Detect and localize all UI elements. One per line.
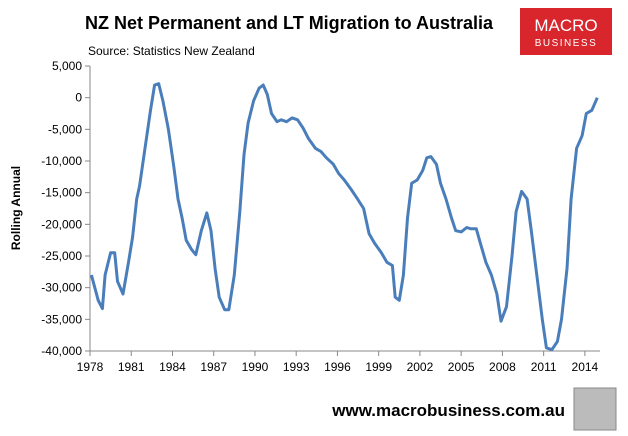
y-tick-label: -25,000: [41, 249, 82, 263]
y-tick-label: -40,000: [41, 344, 82, 358]
y-axis-label: Rolling Annual: [9, 166, 23, 250]
data-line: [89, 82, 599, 352]
wolf-icon: [573, 387, 617, 431]
chart-subtitle: Source: Statistics New Zealand: [88, 44, 255, 58]
x-tick-label: 2005: [448, 360, 475, 374]
x-tick-label: 2002: [407, 360, 434, 374]
y-tick-label: -20,000: [41, 217, 82, 231]
y-tick-label: -35,000: [41, 312, 82, 326]
x-tick-label: 1984: [159, 360, 186, 374]
y-tick-label: 5,000: [52, 59, 82, 73]
y-tick-label: -5,000: [48, 122, 82, 136]
y-tick-label: -10,000: [41, 154, 82, 168]
x-tick-label: 1987: [200, 360, 227, 374]
x-tick-label: 1978: [77, 360, 104, 374]
logo-text: BUSINESS: [535, 38, 598, 49]
chart-title: NZ Net Permanent and LT Migration to Aus…: [85, 13, 494, 33]
y-tick-label: -30,000: [41, 281, 82, 295]
x-tick-label: 1999: [365, 360, 392, 374]
y-tick-label: 0: [75, 91, 82, 105]
x-tick-label: 1981: [118, 360, 145, 374]
x-tick-label: 2014: [572, 360, 599, 374]
x-tick-label: 2011: [531, 360, 557, 374]
x-tick-label: 1990: [242, 360, 269, 374]
x-tick-label: 1996: [324, 360, 351, 374]
logo: MACRO BUSINESS: [520, 8, 612, 55]
logo-box: [520, 8, 612, 55]
x-tick-label: 2008: [489, 360, 516, 374]
y-tick-label: -15,000: [41, 186, 82, 200]
x-tick-label: 1993: [283, 360, 310, 374]
logo-text: MACRO: [534, 16, 597, 35]
footer: www.macrobusiness.com.au: [331, 401, 565, 420]
